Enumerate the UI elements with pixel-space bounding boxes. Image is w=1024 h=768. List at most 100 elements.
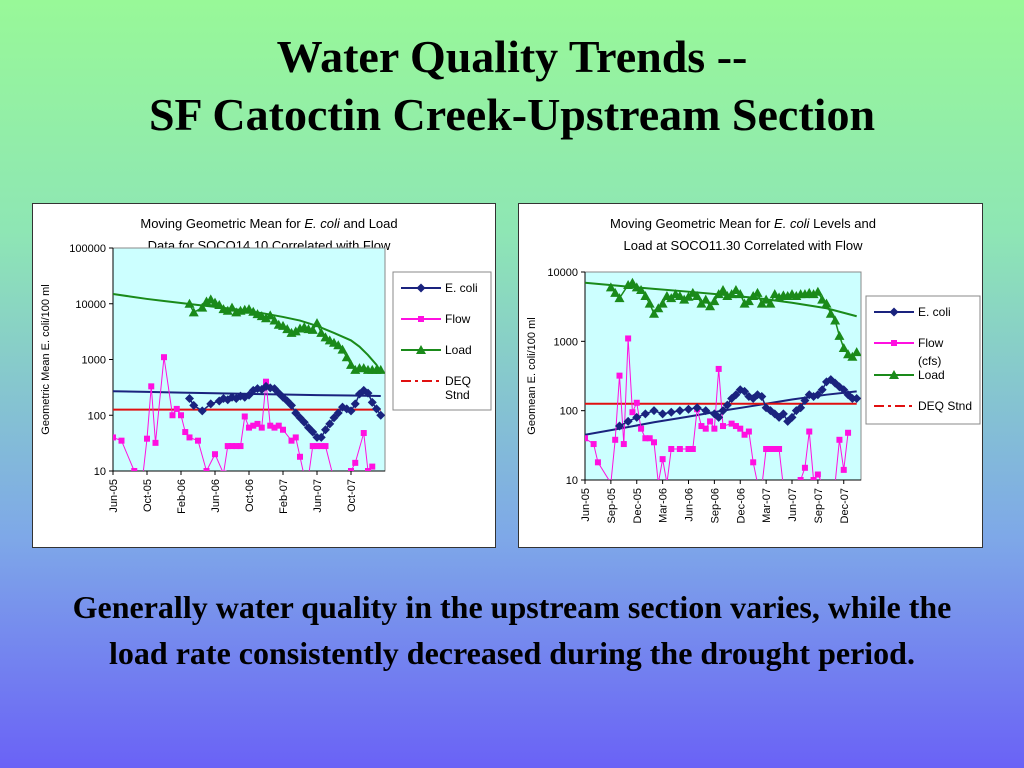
flow-point: [651, 439, 657, 446]
load-point: [636, 285, 647, 295]
load-point: [718, 285, 728, 295]
flow-point: [275, 422, 282, 429]
flow-point: [741, 431, 748, 438]
legend-label: Flow: [918, 336, 944, 350]
flow-point: [113, 434, 116, 441]
chart-title-line2: Load at SOCO11.30 Correlated with Flow: [624, 238, 864, 253]
flow-point: [711, 425, 718, 432]
flow-point: [780, 484, 786, 490]
ecoli-point: [197, 406, 207, 416]
ecoli-point: [287, 400, 296, 410]
ecoli-point: [623, 416, 633, 426]
load-point: [312, 318, 322, 328]
x-tick-label: Oct-06: [244, 479, 256, 512]
ecoli-point: [666, 407, 676, 417]
flow-point: [655, 480, 661, 486]
ecoli-point: [325, 419, 335, 429]
load-point: [307, 324, 318, 334]
load-point: [817, 294, 828, 304]
chart-panel-soco1410: Moving Geometric Mean for E. coli and Lo…: [32, 203, 496, 548]
ecoli-point: [350, 399, 360, 409]
flow-point: [728, 420, 735, 427]
legend-label: (cfs): [918, 354, 941, 368]
chart-panel-soco1130: Moving Geometric Mean for E. coli Levels…: [518, 203, 983, 548]
load-point: [808, 289, 819, 299]
flow-point: [590, 441, 597, 448]
y-tick-label: 10000: [547, 267, 578, 279]
legend-marker-ecoli: [416, 283, 426, 293]
ecoli-point: [253, 384, 262, 394]
flow-point: [237, 443, 244, 450]
y-tick-label: 1000: [554, 336, 578, 348]
load-point: [333, 340, 344, 350]
ecoli-point: [692, 403, 702, 413]
legend-label: DEQ Stnd: [445, 374, 471, 402]
flow-point: [646, 435, 653, 442]
ecoli-point: [757, 392, 767, 402]
ecoli-point: [206, 399, 216, 409]
load-point: [184, 298, 195, 308]
load-point: [821, 298, 832, 308]
chart-soco1410: Moving Geometric Mean for E. coli and Lo…: [40, 216, 492, 514]
flow-point: [676, 445, 683, 452]
ecoli-point: [787, 412, 797, 422]
legend-marker-ecoli: [889, 307, 899, 317]
flow-point: [331, 477, 337, 483]
flow-point: [161, 354, 167, 361]
ecoli-point: [800, 396, 810, 406]
ecoli-point: [372, 404, 381, 414]
flow-point: [301, 473, 307, 479]
flow-point: [280, 426, 286, 433]
flow-point: [801, 464, 808, 471]
legend-marker-load: [889, 370, 899, 379]
x-tick-label: Mar-06: [658, 488, 670, 523]
flow-point: [241, 413, 248, 420]
y-tick-label: 100: [560, 406, 578, 418]
flow-point: [314, 443, 320, 450]
load-point: [610, 287, 621, 297]
chart-title: Moving Geometric Mean for E. coli and Lo…: [140, 216, 397, 231]
load-point: [700, 294, 711, 304]
load-point: [825, 308, 836, 318]
legend-label: Load: [445, 343, 472, 357]
ecoli-point: [299, 417, 309, 427]
flow-point: [638, 425, 645, 432]
flow-point: [186, 434, 193, 441]
load-point: [709, 296, 720, 306]
flow-point: [271, 424, 278, 431]
flow-point: [763, 445, 770, 452]
ecoli-point: [830, 378, 840, 388]
chart-title-italic: E. coli: [774, 216, 811, 231]
flow-point: [814, 471, 821, 478]
ecoli-point: [244, 390, 254, 400]
load-point: [265, 310, 276, 320]
flow-point: [322, 443, 329, 450]
flow-point: [250, 422, 257, 429]
ecoli-point: [684, 404, 693, 414]
flow-point: [258, 424, 265, 431]
flow-point: [824, 480, 830, 486]
y-tick-label: 1000: [82, 355, 106, 367]
flow-point: [144, 435, 150, 442]
flow-point: [263, 378, 269, 385]
legend: E. coli Flow (cfs)Load DEQ Stnd: [865, 295, 981, 425]
ecoli-point: [346, 406, 356, 416]
legend-label: Load: [918, 368, 945, 382]
x-tick-label: Mar-07: [761, 488, 773, 523]
load-point: [649, 308, 659, 318]
ecoli-point: [316, 432, 326, 442]
series-ecoli: [615, 375, 861, 431]
load-point: [640, 291, 651, 301]
plot-area: [112, 247, 386, 472]
x-tick-label: Oct-07: [346, 479, 358, 512]
load-point: [657, 298, 668, 308]
y-tick-label: 10: [94, 466, 106, 478]
flow-point: [767, 445, 774, 452]
load-point: [341, 352, 352, 362]
load-point: [627, 277, 638, 287]
ecoli-point: [718, 406, 728, 416]
ecoli-point: [248, 385, 258, 395]
x-tick-label: Dec-05: [632, 488, 644, 523]
ecoli-point: [291, 408, 301, 418]
ecoli-point: [329, 413, 339, 423]
